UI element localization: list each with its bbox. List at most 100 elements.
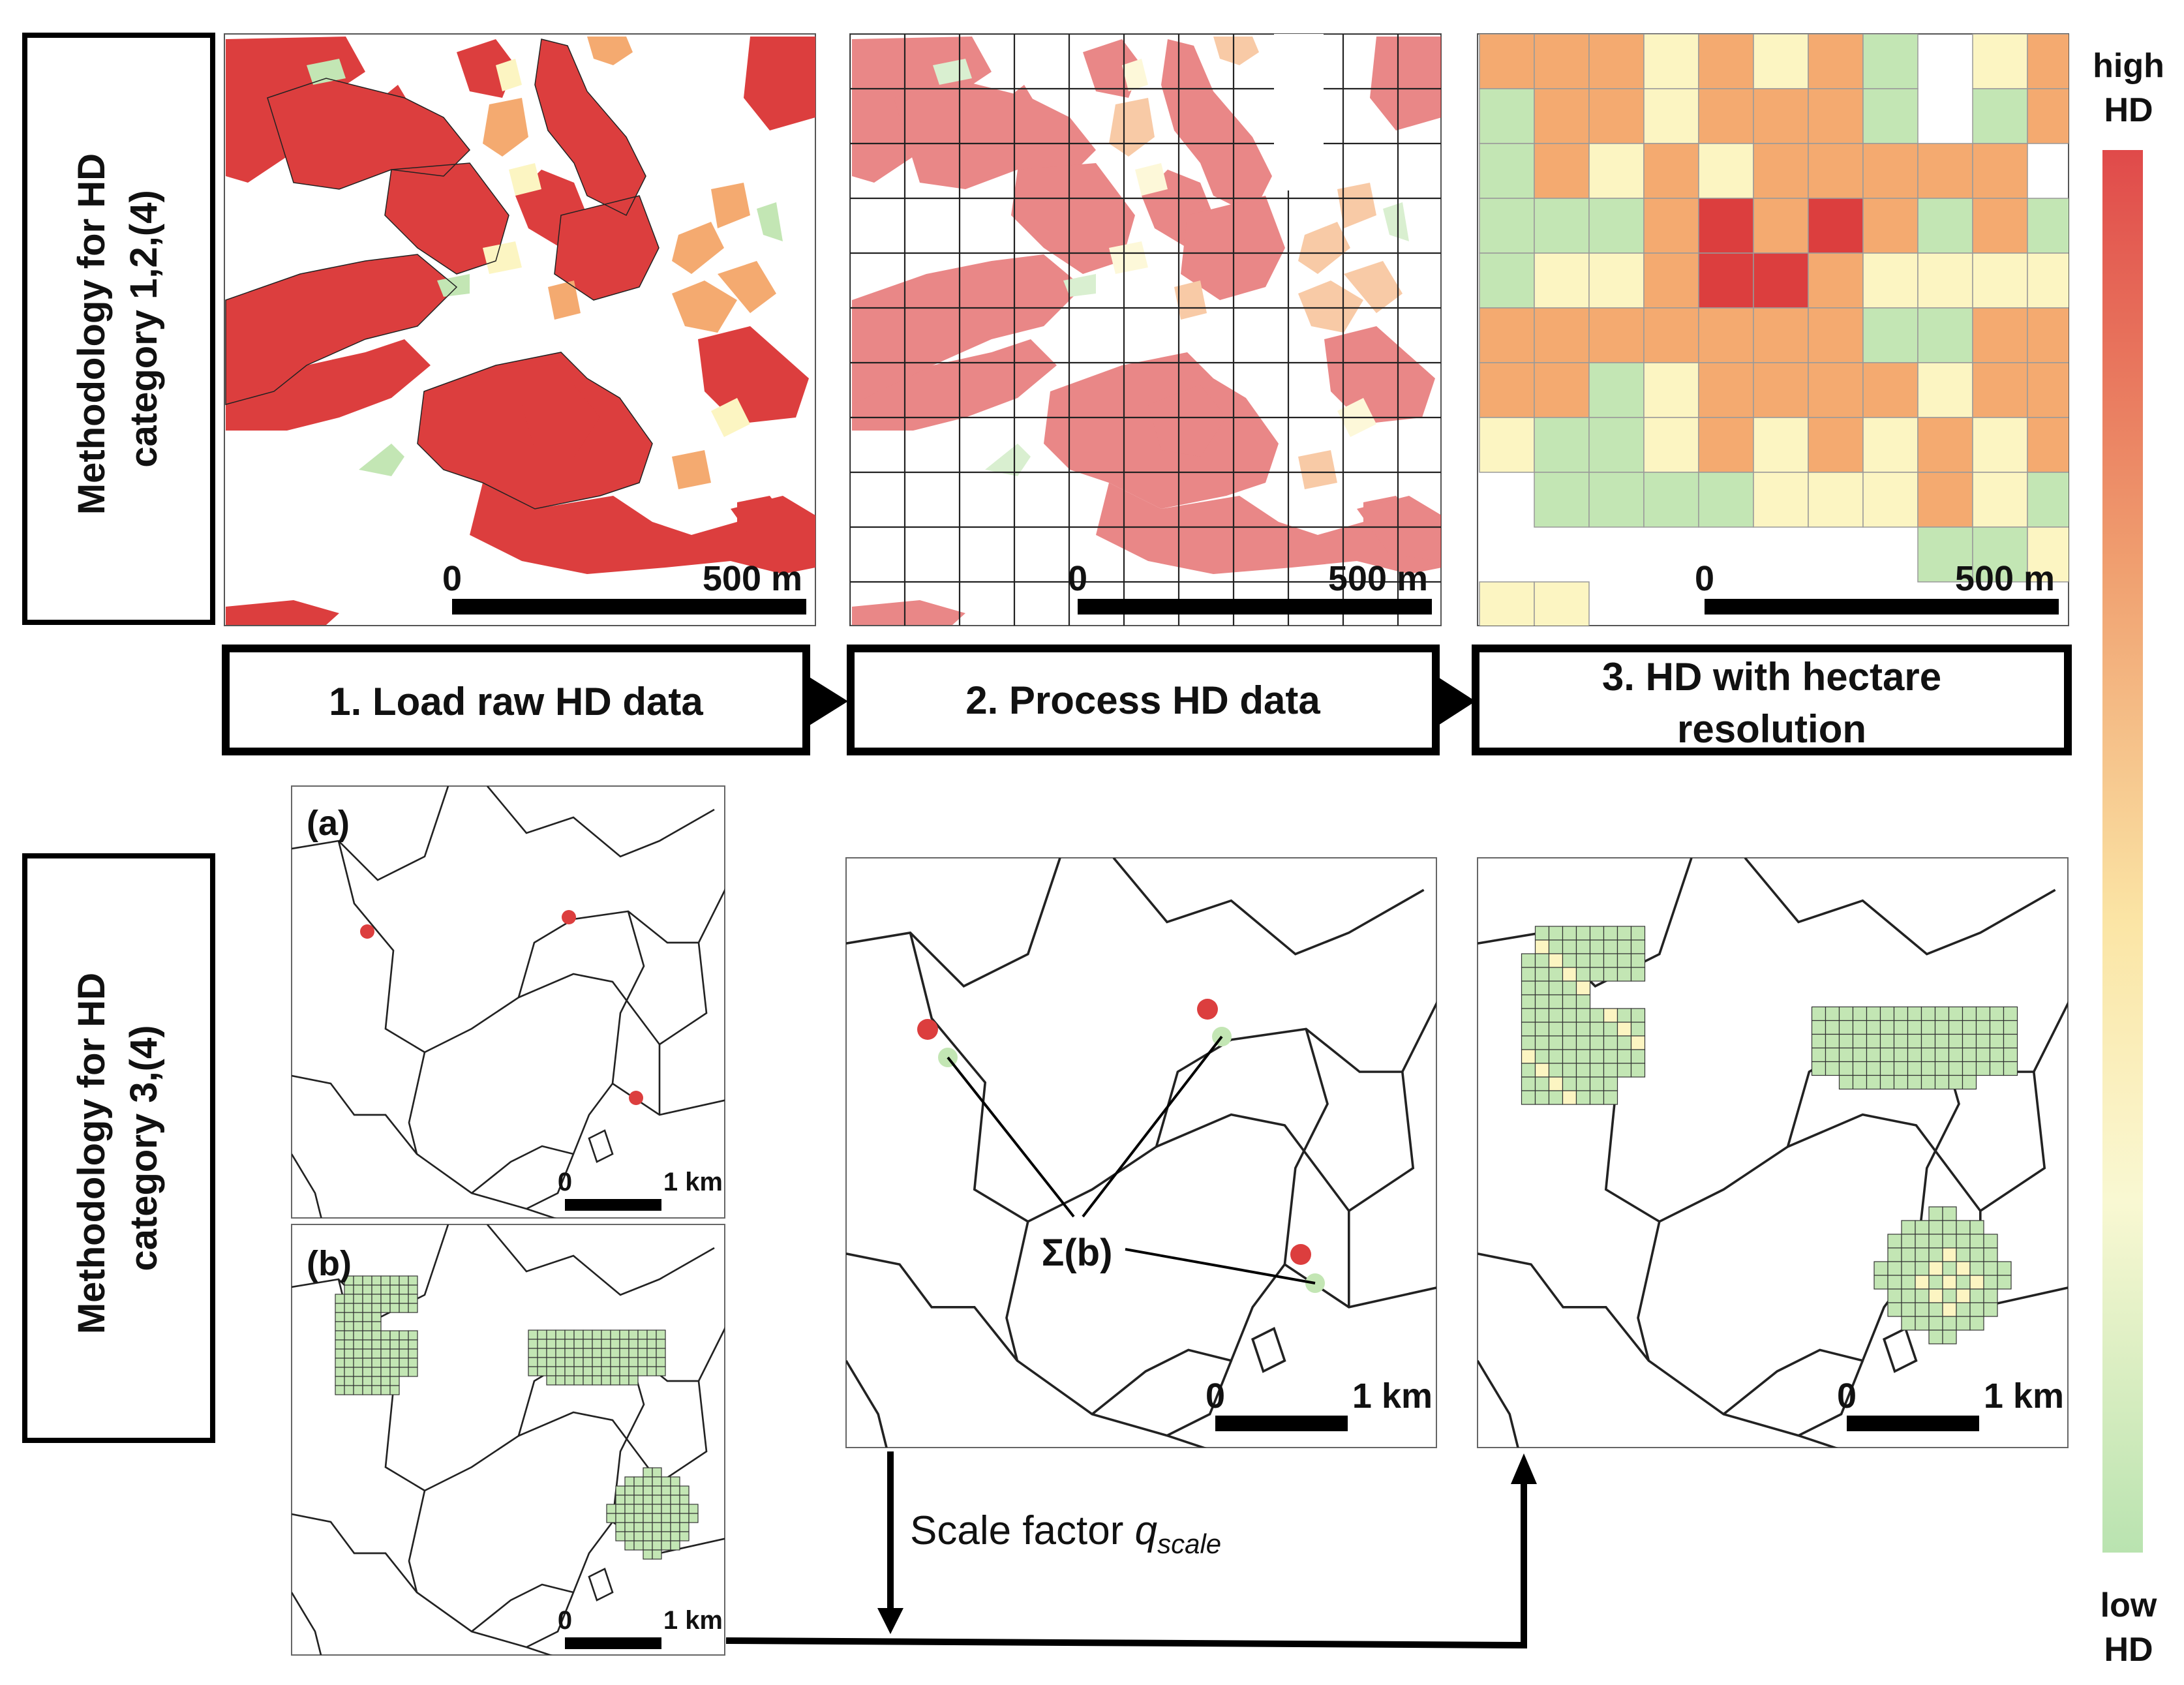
hectare-cell	[528, 1357, 538, 1367]
hectare-cell	[1479, 362, 1535, 418]
hectare-cell	[1534, 953, 1550, 968]
hectare-cell	[1534, 994, 1550, 1009]
hectare-cell	[1862, 417, 1919, 473]
hectare-cell	[1866, 1047, 1881, 1063]
hectare-cell	[1534, 1090, 1550, 1105]
hectare-cell	[583, 1375, 593, 1386]
hectare-cell	[408, 1367, 418, 1377]
hectare-cell	[1907, 1061, 1922, 1076]
hectare-cell	[371, 1303, 382, 1313]
hectare-cell	[1479, 198, 1535, 254]
hectare-cell	[1548, 1049, 1564, 1064]
hectare-cell	[1887, 1275, 1902, 1290]
hectare-cell	[389, 1303, 400, 1313]
hectare-cell	[362, 1348, 372, 1359]
hectare-cell	[624, 1522, 635, 1532]
hectare-cell	[1852, 1006, 1868, 1022]
hectare-cell	[389, 1358, 400, 1368]
hectare-cell	[362, 1284, 372, 1295]
hectare-cell	[1901, 1316, 1916, 1331]
hectare-cell	[652, 1513, 662, 1523]
hectare-cell	[1603, 953, 1618, 968]
hectare-cell	[389, 1367, 400, 1377]
hectare-cell	[371, 1312, 382, 1322]
hectare-cell	[1575, 1063, 1591, 1078]
hectare-cell	[1956, 1288, 1971, 1303]
hectare-cell	[1934, 1033, 1950, 1049]
hectare-cell	[1972, 143, 2028, 199]
hectare-cell	[1562, 1008, 1577, 1023]
hectare-cell	[1643, 198, 1699, 254]
hectare-cell	[573, 1375, 584, 1386]
hectare-cell	[2003, 1020, 2018, 1035]
row-label-bottom: Methodology for HD category 3,(4)	[22, 853, 215, 1443]
hectare-cell	[643, 1522, 653, 1532]
hectare-cell	[1969, 1261, 1984, 1276]
hectare-cell	[624, 1476, 635, 1487]
hectare-cell	[1975, 1061, 1991, 1076]
hectare-cell	[380, 1330, 391, 1341]
hectare-cell	[1753, 252, 1809, 309]
hectare-cell	[1893, 1074, 1909, 1090]
hectare-cell	[1698, 362, 1754, 418]
step-1-box: 1. Load raw HD data	[222, 645, 810, 755]
scale-factor-symbol: q	[1135, 1508, 1158, 1553]
hectare-cell	[408, 1358, 418, 1368]
hectare-cell	[389, 1284, 400, 1295]
hectare-cell	[1901, 1288, 1916, 1303]
scalebar-panel1: 0 500 m	[442, 559, 806, 615]
hectare-cell	[1534, 581, 1590, 626]
hectare-cell	[1972, 307, 2028, 363]
hectare-cell	[1825, 1033, 1840, 1049]
hectare-cell	[1893, 1047, 1909, 1063]
hectare-cell	[546, 1348, 556, 1358]
hectare-cell	[1942, 1275, 1957, 1290]
hectare-cell	[1548, 939, 1564, 954]
hectare-cell	[399, 1367, 409, 1377]
hectare-cell	[2027, 88, 2069, 144]
panel-letter-b: (b)	[307, 1244, 352, 1283]
hectare-cell	[656, 1348, 666, 1358]
hectare-cell	[371, 1339, 382, 1350]
row-label-bottom-line2: category 3,(4)	[123, 1025, 165, 1271]
hectare-cell	[1630, 1063, 1646, 1078]
hectare-cell	[1548, 1076, 1564, 1091]
hectare-cell	[362, 1303, 372, 1313]
hectare-cell	[679, 1522, 690, 1532]
hectare-cell	[1989, 1061, 2005, 1076]
hectare-cell	[583, 1357, 593, 1367]
hectare-cell	[610, 1357, 620, 1367]
hectare-cell	[628, 1329, 639, 1340]
hectare-cell	[371, 1367, 382, 1377]
heat-source-point	[562, 910, 576, 924]
hectare-cell	[573, 1357, 584, 1367]
hectare-cell	[408, 1284, 418, 1295]
hectare-cell	[1862, 198, 1919, 254]
hectare-cell	[643, 1531, 653, 1541]
hectare-cell	[1934, 1020, 1950, 1035]
hectare-cell	[546, 1357, 556, 1367]
step-arrow-2	[1435, 675, 1476, 727]
hectare-cell	[1808, 198, 1864, 254]
hectare-cell	[619, 1375, 629, 1386]
hectare-cell	[380, 1294, 391, 1304]
hectare-cell	[1917, 307, 1973, 363]
hectare-cell	[344, 1367, 354, 1377]
hectare-cell	[380, 1275, 391, 1286]
hectare-cell	[371, 1275, 382, 1286]
step-3-box: 3. HD with hectare resolution	[1472, 645, 2072, 755]
hectare-cell	[353, 1321, 363, 1331]
hectare-cell	[619, 1357, 629, 1367]
hectare-cell	[408, 1348, 418, 1359]
hectare-cell	[1972, 526, 2028, 583]
hectare-cell	[1562, 953, 1577, 968]
hectare-cell	[661, 1522, 671, 1532]
hectare-cell	[643, 1485, 653, 1496]
hectare-cell	[1479, 581, 1535, 626]
hectare-cell	[546, 1375, 556, 1386]
hectare-cell	[1575, 939, 1591, 954]
hectare-cell	[1972, 88, 2028, 144]
hectare-cell	[633, 1485, 644, 1496]
hectare-cell	[1534, 1035, 1550, 1050]
hectare-cell	[1920, 1061, 1936, 1076]
